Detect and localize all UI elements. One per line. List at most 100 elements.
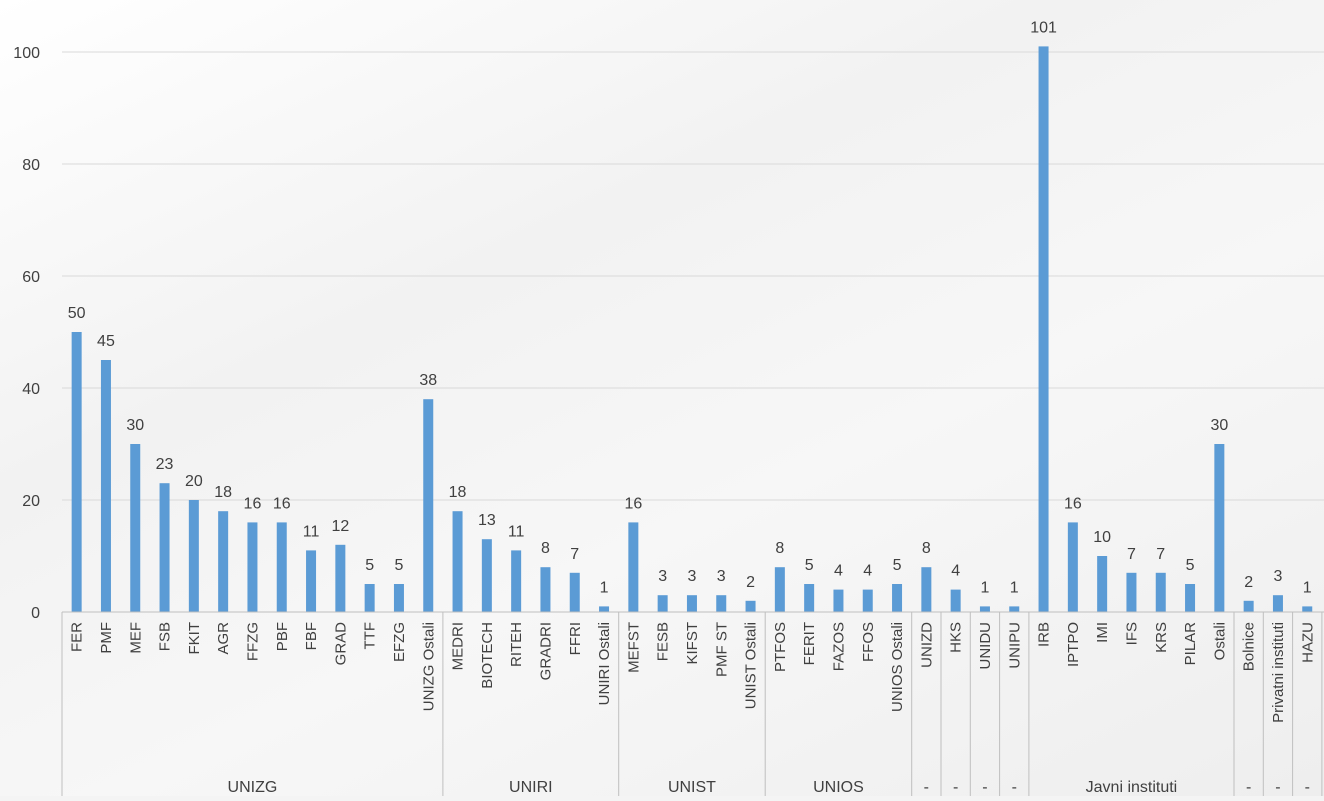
- category-label: PBF: [274, 622, 291, 651]
- category-label: FAZOS: [830, 622, 847, 671]
- category-label: UNIZG Ostali: [420, 622, 437, 711]
- data-label: 1: [1010, 579, 1019, 596]
- bar: [950, 589, 961, 612]
- bar: [1067, 522, 1078, 612]
- y-tick-label: 40: [22, 381, 40, 398]
- bar: [1155, 572, 1166, 612]
- bar: [364, 584, 375, 612]
- bar: [100, 360, 111, 612]
- bar: [159, 483, 170, 612]
- bar: [1185, 584, 1196, 612]
- category-label: FFZG: [244, 622, 261, 661]
- bar: [306, 550, 317, 612]
- y-tick-label: 80: [22, 157, 40, 174]
- category-label: GRAD: [332, 622, 349, 666]
- group-label: -: [1246, 779, 1251, 796]
- y-tick-label: 100: [13, 45, 40, 62]
- data-label: 16: [273, 495, 291, 512]
- category-label: HKS: [948, 622, 965, 653]
- data-label: 20: [185, 473, 203, 490]
- category-label: Ostali: [1211, 622, 1228, 660]
- data-label: 18: [449, 484, 467, 501]
- bar: [1097, 556, 1108, 612]
- bar: [481, 539, 492, 612]
- category-label: UNIZD: [918, 622, 935, 668]
- category-label: TTF: [362, 622, 379, 650]
- category-label: FFOS: [860, 622, 877, 662]
- bar: [276, 522, 287, 612]
- data-label: 7: [570, 546, 579, 563]
- bar: [130, 444, 141, 612]
- category-label: UNIRI Ostali: [596, 622, 613, 705]
- data-label: 5: [1186, 557, 1195, 574]
- data-label: 30: [126, 417, 144, 434]
- data-label: 16: [244, 495, 262, 512]
- bar: [716, 595, 727, 612]
- x-axis: FER PMF MEF FSB FKIT AGR FFZG PBF FBF GRAD TTF EFZG…: [61, 611, 1324, 796]
- bar: [1126, 572, 1137, 612]
- bar: [335, 544, 346, 612]
- bar: [804, 584, 815, 612]
- group-label: UNIZG: [228, 779, 278, 796]
- bar: [774, 567, 785, 612]
- category-label: Bolnice: [1241, 622, 1258, 671]
- category-label: HAZU: [1299, 622, 1316, 663]
- group-label: Javni instituti: [1086, 779, 1178, 796]
- bar: [247, 522, 258, 612]
- bar: [540, 567, 551, 612]
- data-label: 18: [214, 484, 232, 501]
- category-label: MEF: [127, 622, 144, 654]
- bar: [745, 600, 756, 612]
- bar: [1302, 606, 1313, 612]
- data-label: 1: [600, 579, 609, 596]
- y-axis: 0 20 40 60 80 100: [13, 45, 40, 622]
- group-label: -: [1275, 779, 1280, 796]
- category-label: KIFST: [684, 622, 701, 665]
- data-label: 7: [1156, 546, 1165, 563]
- data-label: 16: [1064, 495, 1082, 512]
- bar: [452, 511, 463, 612]
- bar: [423, 399, 434, 612]
- data-label: 5: [893, 557, 902, 574]
- data-label: 11: [508, 523, 525, 540]
- category-label: UNIDU: [977, 622, 994, 670]
- bar: [628, 522, 639, 612]
- data-label: 7: [1127, 546, 1136, 563]
- bar: [1038, 46, 1049, 612]
- bar: [218, 511, 229, 612]
- category-label: FSB: [157, 622, 174, 651]
- bar: [1009, 606, 1020, 612]
- data-label: 8: [922, 540, 931, 557]
- bar: [657, 595, 668, 612]
- y-tick-label: 20: [22, 493, 40, 510]
- category-label: PTFOS: [772, 622, 789, 672]
- category-label: AGR: [215, 622, 232, 655]
- bar: [892, 584, 903, 612]
- category-label: FKIT: [186, 622, 203, 655]
- bar: [188, 500, 199, 612]
- data-label: 50: [68, 305, 86, 322]
- category-label: PMF: [98, 622, 115, 654]
- bar: [599, 606, 610, 612]
- category-label: UNIST Ostali: [743, 622, 760, 709]
- data-label: 8: [541, 540, 550, 557]
- category-label: FESB: [655, 622, 672, 661]
- bar: [979, 606, 990, 612]
- bar: [511, 550, 522, 612]
- category-label: BIOTECH: [479, 622, 496, 689]
- data-label: 3: [717, 568, 726, 585]
- category-label: Privatni instituti: [1270, 622, 1287, 723]
- bar: [686, 595, 697, 612]
- category-label: FERIT: [801, 622, 818, 665]
- group-label: -: [953, 779, 958, 796]
- category-label: RITEH: [508, 622, 525, 667]
- bar: [862, 589, 873, 612]
- data-label: 101: [1030, 19, 1057, 36]
- data-label: 5: [365, 557, 374, 574]
- group-label: UNIOS: [813, 779, 864, 796]
- data-label: 30: [1210, 417, 1228, 434]
- bar: [1243, 600, 1254, 612]
- group-label: -: [1012, 779, 1017, 796]
